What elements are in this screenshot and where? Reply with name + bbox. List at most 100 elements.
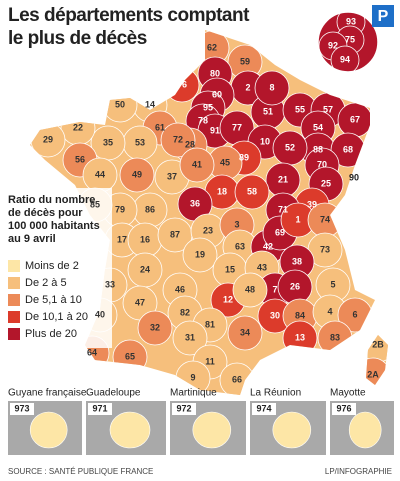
department-label: 57: [323, 104, 333, 114]
department-label: 9: [190, 372, 195, 382]
department-label: 8: [269, 82, 274, 92]
department: [227, 315, 263, 351]
department-label: 39: [307, 199, 317, 209]
department-label: 18: [217, 186, 227, 196]
department: [232, 272, 268, 308]
department-label: 42: [263, 241, 273, 251]
department-label: 58: [247, 186, 257, 196]
overseas-territory: [109, 411, 151, 449]
department-label: 32: [150, 322, 160, 332]
department-label: 29: [43, 134, 53, 144]
department-label: 19: [195, 249, 205, 259]
legend-label: Moins de 2: [25, 260, 79, 272]
legend-swatch: [8, 311, 20, 323]
department-label: 41: [192, 159, 202, 169]
logo: [372, 5, 394, 27]
department-label: 7: [272, 284, 277, 294]
department-label: 28: [185, 139, 195, 149]
department-label: 2A: [367, 369, 379, 379]
department-label: 16: [140, 234, 150, 244]
department-label: 25: [321, 178, 331, 188]
department-label: 69: [275, 227, 285, 237]
legend-swatch: [8, 328, 20, 340]
legend-label: De 5,1 à 10: [25, 294, 82, 306]
legend-swatch: [8, 260, 20, 272]
department-label: 90: [349, 172, 359, 182]
department-label: 84: [295, 310, 305, 320]
department-label: 14: [145, 99, 155, 109]
department-label: 51: [263, 106, 273, 116]
department-label: 94: [340, 54, 350, 64]
department-label: 83: [330, 332, 340, 342]
department-label: 91: [210, 125, 220, 135]
department-label: 82: [180, 307, 190, 317]
department-label: 60: [212, 89, 222, 99]
department-label: 1: [295, 214, 300, 224]
overseas-territory: [272, 411, 312, 449]
department-label: 92: [328, 40, 338, 50]
overseas-name: Mayotte: [330, 388, 366, 399]
department-label: 5: [330, 279, 335, 289]
department-label: 59: [240, 56, 250, 66]
legend-swatch: [8, 277, 20, 289]
department-label: 61: [155, 122, 165, 132]
department-label: 26: [290, 281, 300, 291]
overseas-name: Guyane française: [8, 388, 87, 399]
department-label: 89: [239, 152, 249, 162]
department-label: 22: [73, 122, 83, 132]
department-label: 74: [320, 214, 330, 224]
department-label: 54: [313, 122, 323, 132]
overseas-code-bg: [10, 403, 34, 415]
department-label: 71: [278, 204, 288, 214]
department-label: 88: [313, 144, 323, 154]
department-label: 12: [223, 294, 233, 304]
department-label: 67: [350, 114, 360, 124]
department-label: 10: [260, 136, 270, 146]
department-label: 95: [203, 102, 213, 112]
department-label: 77: [232, 122, 242, 132]
department-label: 34: [240, 327, 250, 337]
legend-label: De 2 à 5: [25, 277, 67, 289]
department-label: 43: [257, 262, 267, 272]
logo-text: P: [378, 8, 389, 25]
overseas-territory: [29, 411, 68, 449]
overseas-territory: [348, 411, 382, 449]
department-label: 79: [115, 204, 125, 214]
department-label: 50: [115, 99, 125, 109]
department-label: 85: [90, 199, 100, 209]
department-label: 47: [135, 297, 145, 307]
department-label: 55: [295, 104, 305, 114]
overseas-code: 974: [256, 403, 271, 413]
legend-title: 100 000 habitants: [8, 220, 100, 232]
department-label: 45: [220, 157, 230, 167]
legend-title: de décès pour: [8, 207, 83, 219]
overseas-code: 972: [176, 403, 191, 413]
department-label: 73: [320, 244, 330, 254]
department-label: 11: [205, 356, 215, 366]
department-label: 53: [135, 137, 145, 147]
department: [234, 174, 270, 210]
department-label: 3: [234, 219, 239, 229]
overseas: Guyane française 973 Guadeloupe 971 Martiniq…: [8, 388, 394, 455]
department-label: 66: [232, 374, 242, 384]
department-label: 24: [140, 264, 150, 274]
department: [330, 45, 360, 72]
overseas-code-bg: [172, 403, 196, 415]
department-label: 49: [132, 169, 142, 179]
department-label: 21: [278, 174, 288, 184]
paris-inset: [318, 12, 378, 72]
department-label: 68: [343, 144, 353, 154]
department-label: 87: [170, 229, 180, 239]
overseas-code-bg: [88, 403, 112, 415]
overseas-code-bg: [332, 403, 356, 415]
department-label: 4: [327, 306, 332, 316]
department-label: 13: [295, 332, 305, 342]
overseas-code: 973: [14, 403, 29, 413]
department-label: 36: [190, 198, 200, 208]
department-label: 15: [225, 264, 235, 274]
department-label: 17: [117, 234, 127, 244]
department-label: 23: [203, 225, 213, 235]
department: [172, 320, 208, 356]
department-label: 31: [185, 332, 195, 342]
department: [160, 122, 196, 158]
